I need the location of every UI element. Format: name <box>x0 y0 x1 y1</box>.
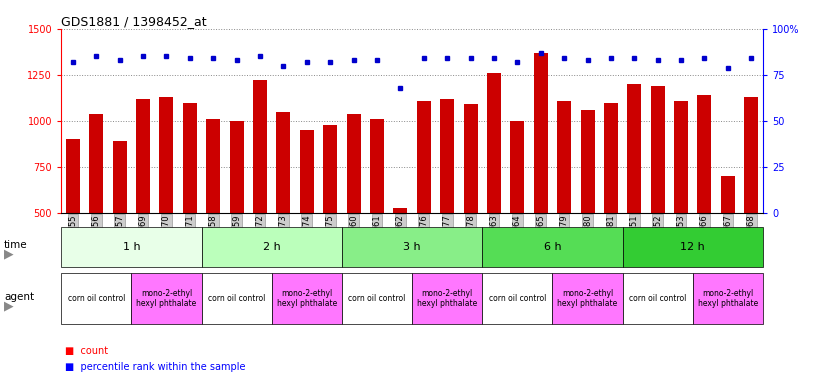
Bar <box>534 53 548 305</box>
Text: ■  percentile rank within the sample: ■ percentile rank within the sample <box>65 362 246 372</box>
Bar <box>650 86 665 305</box>
Bar <box>604 103 618 305</box>
Text: 12 h: 12 h <box>681 242 705 252</box>
Text: corn oil control: corn oil control <box>208 294 265 303</box>
Bar <box>721 176 735 305</box>
Text: 1 h: 1 h <box>122 242 140 252</box>
Bar <box>89 114 104 305</box>
Text: 3 h: 3 h <box>403 242 421 252</box>
Text: corn oil control: corn oil control <box>489 294 546 303</box>
Bar <box>347 114 361 305</box>
Bar <box>557 101 571 305</box>
Bar <box>674 101 688 305</box>
Text: GDS1881 / 1398452_at: GDS1881 / 1398452_at <box>61 15 206 28</box>
Bar <box>229 121 244 305</box>
Bar <box>277 112 290 305</box>
Text: mono-2-ethyl
hexyl phthalate: mono-2-ethyl hexyl phthalate <box>277 289 337 308</box>
Text: mono-2-ethyl
hexyl phthalate: mono-2-ethyl hexyl phthalate <box>136 289 197 308</box>
Text: 2 h: 2 h <box>263 242 281 252</box>
Bar <box>323 125 337 305</box>
Bar <box>510 121 525 305</box>
Bar <box>463 104 477 305</box>
Bar <box>113 141 126 305</box>
Bar <box>698 95 712 305</box>
Text: agent: agent <box>4 291 34 302</box>
Bar <box>253 80 267 305</box>
Text: corn oil control: corn oil control <box>68 294 125 303</box>
Bar <box>370 119 384 305</box>
Bar <box>487 73 501 305</box>
Bar <box>136 99 150 305</box>
Bar <box>183 103 197 305</box>
Text: time: time <box>4 240 28 250</box>
Bar <box>393 208 407 305</box>
Bar <box>440 99 455 305</box>
Bar <box>66 139 80 305</box>
Bar <box>744 97 758 305</box>
Bar <box>299 130 314 305</box>
Text: mono-2-ethyl
hexyl phthalate: mono-2-ethyl hexyl phthalate <box>698 289 758 308</box>
Text: ▶: ▶ <box>4 248 14 261</box>
Bar <box>580 110 595 305</box>
Text: corn oil control: corn oil control <box>629 294 686 303</box>
Bar <box>206 119 220 305</box>
Text: ▶: ▶ <box>4 300 14 313</box>
Text: corn oil control: corn oil control <box>348 294 406 303</box>
Bar <box>628 84 641 305</box>
Bar <box>417 101 431 305</box>
Text: mono-2-ethyl
hexyl phthalate: mono-2-ethyl hexyl phthalate <box>417 289 477 308</box>
Text: ■  count: ■ count <box>65 346 109 356</box>
Text: mono-2-ethyl
hexyl phthalate: mono-2-ethyl hexyl phthalate <box>557 289 618 308</box>
Bar <box>159 97 174 305</box>
Text: 6 h: 6 h <box>543 242 561 252</box>
